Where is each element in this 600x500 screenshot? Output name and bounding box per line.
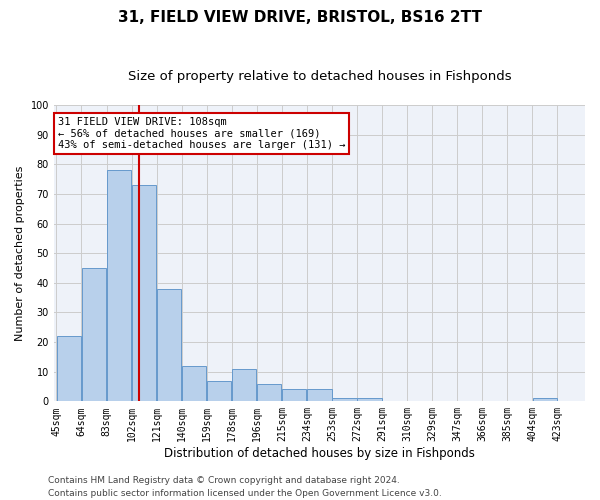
Bar bbox=[232, 368, 256, 402]
Bar bbox=[82, 268, 106, 402]
Bar bbox=[182, 366, 206, 402]
Text: 31 FIELD VIEW DRIVE: 108sqm
← 56% of detached houses are smaller (169)
43% of se: 31 FIELD VIEW DRIVE: 108sqm ← 56% of det… bbox=[58, 117, 345, 150]
Title: Size of property relative to detached houses in Fishponds: Size of property relative to detached ho… bbox=[128, 70, 511, 83]
Text: 31, FIELD VIEW DRIVE, BRISTOL, BS16 2TT: 31, FIELD VIEW DRIVE, BRISTOL, BS16 2TT bbox=[118, 10, 482, 25]
Bar bbox=[107, 170, 131, 402]
Bar bbox=[132, 185, 156, 402]
Y-axis label: Number of detached properties: Number of detached properties bbox=[15, 166, 25, 341]
Text: Contains HM Land Registry data © Crown copyright and database right 2024.
Contai: Contains HM Land Registry data © Crown c… bbox=[48, 476, 442, 498]
Bar bbox=[57, 336, 81, 402]
Bar bbox=[358, 398, 382, 402]
Bar bbox=[533, 398, 557, 402]
Bar bbox=[282, 390, 307, 402]
Bar bbox=[307, 390, 332, 402]
Bar bbox=[207, 380, 232, 402]
Bar bbox=[332, 398, 356, 402]
Bar bbox=[257, 384, 281, 402]
Bar bbox=[157, 288, 181, 402]
X-axis label: Distribution of detached houses by size in Fishponds: Distribution of detached houses by size … bbox=[164, 447, 475, 460]
